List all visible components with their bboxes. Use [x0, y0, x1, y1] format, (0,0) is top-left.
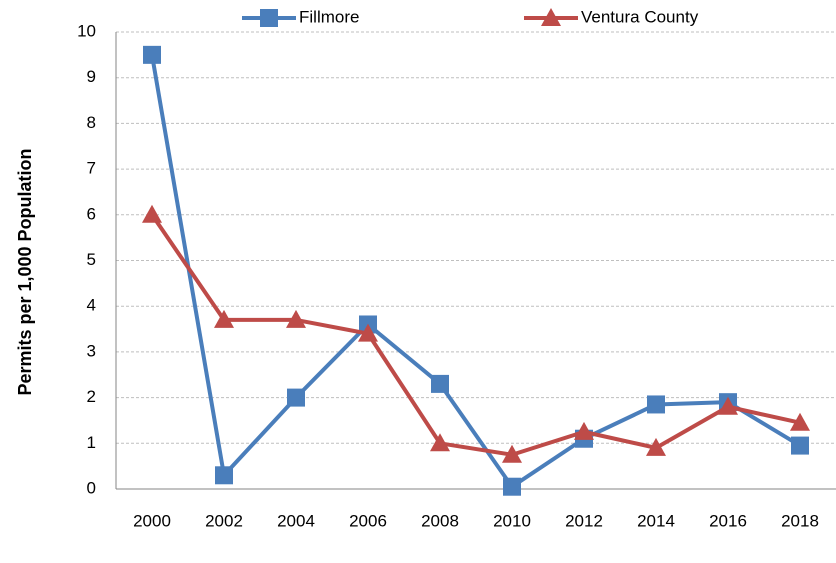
data-point [143, 45, 161, 64]
series-line [150, 54, 802, 489]
data-point [790, 412, 810, 431]
data-point [358, 323, 378, 342]
y-tick-label: 1 [87, 433, 96, 452]
legend-label: Ventura County [581, 7, 699, 26]
data-point [142, 204, 162, 223]
data-point [431, 374, 449, 393]
data-point [214, 309, 234, 328]
y-tick-label: 0 [87, 478, 96, 497]
legend-label: Fillmore [299, 7, 359, 26]
x-tick-label: 2014 [637, 511, 675, 530]
legend-marker [260, 9, 278, 27]
x-tick-label: 2010 [493, 511, 531, 530]
x-tick-label: 2002 [205, 511, 243, 530]
data-point [286, 309, 306, 328]
data-point [503, 477, 521, 496]
data-point [646, 437, 666, 456]
data-point [718, 396, 738, 415]
data-point [791, 436, 809, 455]
legend-marker [541, 8, 561, 26]
x-tick-label: 2000 [133, 511, 171, 530]
y-tick-label: 4 [87, 296, 96, 315]
data-point [647, 395, 665, 414]
x-tick-label: 2004 [277, 511, 315, 530]
y-tick-label: 2 [87, 387, 96, 406]
y-tick-label: 10 [77, 21, 96, 40]
y-tick-label: 7 [87, 159, 96, 178]
x-tick-label: 2016 [709, 511, 747, 530]
y-tick-label: 6 [87, 204, 96, 223]
x-tick-label: 2012 [565, 511, 603, 530]
x-tick-label: 2008 [421, 511, 459, 530]
x-tick-label: 2018 [781, 511, 819, 530]
data-point [287, 388, 305, 407]
y-tick-label: 5 [87, 250, 96, 269]
data-point [215, 466, 233, 485]
x-tick-label: 2006 [349, 511, 387, 530]
y-tick-label: 3 [87, 341, 96, 360]
y-tick-label: 8 [87, 113, 96, 132]
data-point [502, 444, 522, 463]
data-point [430, 433, 450, 452]
y-tick-label: 9 [87, 67, 96, 86]
y-axis-title: Permits per 1,000 Population [15, 148, 35, 395]
data-point [574, 421, 594, 440]
series-line [150, 213, 801, 457]
